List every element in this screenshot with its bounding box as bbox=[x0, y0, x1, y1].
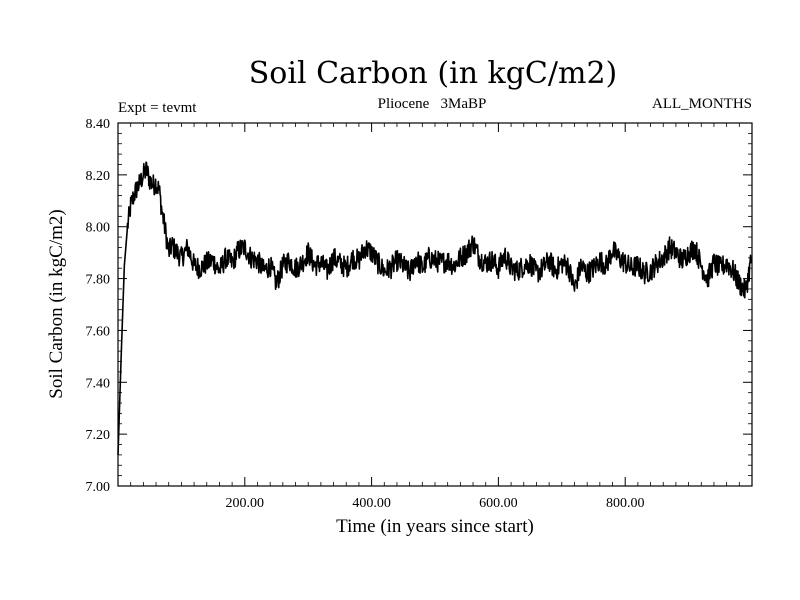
y-tick-label: 7.00 bbox=[86, 480, 111, 495]
plot-frame bbox=[117, 122, 753, 487]
y-tick-label: 7.40 bbox=[86, 376, 111, 391]
y-tick-label: 8.20 bbox=[86, 169, 111, 184]
axis-ticks: 200.00 400.00 600.00 800.00 7.00 7.20 7.40 7.60… bbox=[86, 117, 752, 511]
x-tick-label: 800.00 bbox=[606, 496, 645, 511]
y-tick-label: 7.20 bbox=[86, 428, 111, 443]
subtitle: Pliocene 3MaBP bbox=[378, 96, 487, 112]
y-tick-label: 8.40 bbox=[86, 117, 111, 132]
y-tick-label: 8.00 bbox=[86, 221, 111, 236]
series-line-soil-carbon bbox=[117, 161, 753, 455]
x-tick-label: 600.00 bbox=[479, 496, 518, 511]
x-tick-label: 200.00 bbox=[226, 496, 265, 511]
experiment-label: Expt = tevmt bbox=[118, 100, 197, 116]
y-axis-label: Soil Carbon (in kgC/m2) bbox=[46, 209, 67, 398]
series-layer bbox=[117, 161, 753, 455]
y-tick-label: 7.60 bbox=[86, 324, 111, 339]
x-axis-label: Time (in years since start) bbox=[336, 516, 534, 537]
chart-title: Soil Carbon (in kgC/m2) bbox=[249, 56, 617, 91]
x-tick-label: 400.00 bbox=[352, 496, 391, 511]
y-tick-label: 7.80 bbox=[86, 273, 111, 288]
months-label: ALL_MONTHS bbox=[652, 96, 752, 112]
